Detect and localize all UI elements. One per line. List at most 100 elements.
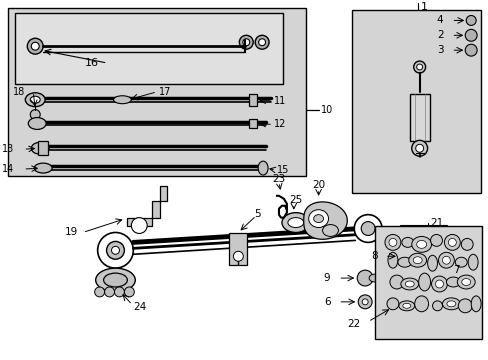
Ellipse shape (313, 215, 323, 222)
Text: 21: 21 (430, 217, 443, 228)
Bar (229, 234, 247, 265)
Ellipse shape (384, 234, 400, 250)
Ellipse shape (454, 257, 466, 267)
Ellipse shape (287, 217, 303, 228)
Ellipse shape (438, 252, 453, 268)
Ellipse shape (397, 257, 411, 267)
Ellipse shape (111, 246, 119, 254)
Ellipse shape (416, 240, 426, 248)
Ellipse shape (255, 35, 268, 49)
Ellipse shape (106, 242, 124, 259)
Ellipse shape (30, 96, 40, 103)
Ellipse shape (446, 301, 455, 307)
Ellipse shape (95, 287, 104, 297)
Text: 3: 3 (436, 45, 443, 55)
Ellipse shape (362, 299, 367, 305)
Ellipse shape (409, 253, 415, 259)
Ellipse shape (114, 287, 124, 297)
Ellipse shape (131, 217, 147, 234)
Ellipse shape (258, 161, 267, 175)
Ellipse shape (30, 110, 40, 120)
Text: 8: 8 (371, 251, 377, 261)
Ellipse shape (34, 163, 52, 173)
Ellipse shape (113, 96, 131, 104)
Text: 1: 1 (420, 1, 427, 12)
Ellipse shape (233, 251, 243, 261)
Text: 13: 13 (2, 144, 14, 154)
Ellipse shape (435, 280, 443, 288)
Ellipse shape (27, 38, 43, 54)
Ellipse shape (411, 237, 431, 252)
Ellipse shape (447, 238, 455, 246)
Text: 19: 19 (64, 228, 78, 238)
Ellipse shape (258, 39, 265, 46)
Ellipse shape (361, 222, 374, 235)
Text: 24: 24 (133, 302, 146, 312)
Bar (409, 94, 428, 141)
Ellipse shape (243, 39, 249, 46)
Ellipse shape (96, 268, 135, 292)
Ellipse shape (322, 225, 338, 237)
Text: 6: 6 (323, 297, 330, 307)
Ellipse shape (405, 281, 413, 287)
Ellipse shape (460, 238, 472, 250)
Text: 7: 7 (452, 265, 459, 275)
Text: 10: 10 (320, 105, 332, 114)
Ellipse shape (416, 64, 422, 70)
Ellipse shape (464, 44, 476, 56)
Ellipse shape (357, 270, 372, 286)
Ellipse shape (25, 93, 45, 107)
Ellipse shape (406, 278, 418, 290)
Ellipse shape (409, 267, 415, 273)
Text: 15: 15 (276, 165, 289, 175)
Ellipse shape (103, 273, 127, 287)
Ellipse shape (386, 298, 398, 310)
Ellipse shape (98, 233, 133, 268)
Ellipse shape (442, 256, 449, 264)
Ellipse shape (430, 234, 442, 246)
Text: 20: 20 (311, 180, 325, 190)
Ellipse shape (124, 287, 134, 297)
Polygon shape (127, 186, 167, 226)
Ellipse shape (442, 298, 459, 310)
Ellipse shape (387, 252, 397, 268)
Ellipse shape (104, 287, 114, 297)
Polygon shape (303, 202, 346, 239)
Ellipse shape (406, 250, 418, 262)
Text: 12: 12 (273, 120, 286, 130)
Text: 9: 9 (323, 273, 330, 283)
Ellipse shape (413, 61, 425, 73)
Ellipse shape (470, 296, 480, 312)
Ellipse shape (446, 277, 459, 287)
Ellipse shape (427, 255, 437, 271)
Text: 11: 11 (273, 96, 285, 106)
Ellipse shape (412, 257, 421, 264)
Ellipse shape (31, 142, 49, 154)
Ellipse shape (28, 118, 46, 130)
Bar (249, 118, 257, 129)
Ellipse shape (282, 213, 309, 233)
Ellipse shape (389, 275, 403, 289)
Bar (399, 225, 447, 292)
Ellipse shape (457, 299, 471, 313)
Bar (351, 10, 480, 193)
Ellipse shape (368, 274, 380, 282)
Ellipse shape (467, 254, 477, 270)
Ellipse shape (409, 281, 415, 287)
Ellipse shape (401, 238, 413, 247)
Ellipse shape (388, 238, 396, 246)
Ellipse shape (432, 301, 442, 311)
Bar (38, 141, 48, 155)
Ellipse shape (402, 303, 410, 308)
Ellipse shape (418, 273, 430, 291)
Ellipse shape (239, 35, 253, 49)
Ellipse shape (358, 295, 371, 309)
Text: 17: 17 (159, 87, 171, 97)
Bar (249, 94, 257, 105)
Text: 23: 23 (272, 174, 285, 184)
Ellipse shape (406, 264, 418, 276)
Ellipse shape (400, 278, 418, 290)
Ellipse shape (461, 279, 470, 285)
Ellipse shape (415, 144, 423, 152)
Ellipse shape (398, 301, 414, 311)
